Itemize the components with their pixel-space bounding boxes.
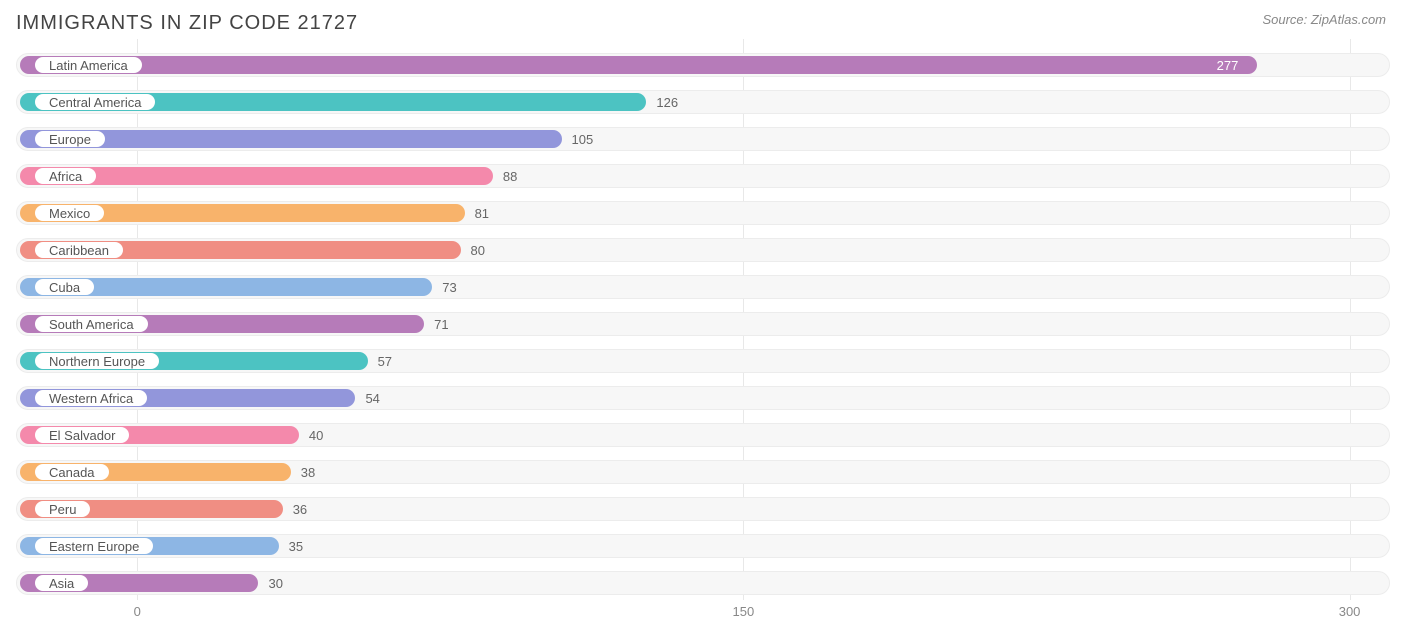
chart-title: IMMIGRANTS IN ZIP CODE 21727 (16, 12, 358, 35)
bar-value-label: 54 (365, 389, 379, 407)
bar-value-label: 35 (289, 537, 303, 555)
bar-value-label: 40 (309, 426, 323, 444)
bar-category-label: Central America (34, 93, 156, 111)
bar-row: Peru 36 (16, 491, 1390, 526)
bar-row: Europe 105 (16, 121, 1390, 156)
bar-value-label: 80 (471, 241, 485, 259)
bar-value-label: 105 (572, 130, 594, 148)
bar-value-label: 57 (378, 352, 392, 370)
bar-row: Canada 38 (16, 454, 1390, 489)
bar-row: El Salvador 40 (16, 417, 1390, 452)
bar-category-label: Northern Europe (34, 352, 160, 370)
bar-value-label: 277 (1217, 56, 1239, 74)
bar-category-label: South America (34, 315, 149, 333)
bar-category-label: Western Africa (34, 389, 148, 407)
bar-row: Northern Europe 57 (16, 343, 1390, 378)
bar-row: Latin America 277 (16, 47, 1390, 82)
bar-category-label: Asia (34, 574, 89, 592)
bar-fill (20, 56, 1257, 74)
bar-value-label: 88 (503, 167, 517, 185)
x-axis: 0 150 300 (16, 602, 1390, 626)
bar-category-label: Canada (34, 463, 110, 481)
bar-row: Mexico 81 (16, 195, 1390, 230)
bar-category-label: Mexico (34, 204, 105, 222)
bar-row: Cuba 73 (16, 269, 1390, 304)
bar-category-label: Europe (34, 130, 106, 148)
bar-row: Asia 30 (16, 565, 1390, 600)
bar-category-label: Latin America (34, 56, 143, 74)
axis-tick-label: 150 (733, 604, 755, 619)
bar-category-label: Peru (34, 500, 91, 518)
bar-category-label: Caribbean (34, 241, 124, 259)
bar-value-label: 30 (268, 574, 282, 592)
bar-value-label: 71 (434, 315, 448, 333)
bar-value-label: 126 (656, 93, 678, 111)
bar-row: Eastern Europe 35 (16, 528, 1390, 563)
bar-value-label: 73 (442, 278, 456, 296)
axis-tick-label: 300 (1339, 604, 1361, 619)
bar-row: Caribbean 80 (16, 232, 1390, 267)
bar-value-label: 81 (475, 204, 489, 222)
bar-value-label: 36 (293, 500, 307, 518)
chart-source: Source: ZipAtlas.com (1262, 12, 1386, 27)
bar-row: Africa 88 (16, 158, 1390, 193)
chart-plot-area: Latin America 277 Central America 126 Europe… (0, 39, 1406, 600)
bar-category-label: El Salvador (34, 426, 130, 444)
bar-row: Central America 126 (16, 84, 1390, 119)
bar-category-label: Cuba (34, 278, 95, 296)
axis-tick-label: 0 (134, 604, 141, 619)
bar-category-label: Africa (34, 167, 97, 185)
chart-header: IMMIGRANTS IN ZIP CODE 21727 Source: Zip… (0, 0, 1406, 39)
bar-category-label: Eastern Europe (34, 537, 154, 555)
bar-value-label: 38 (301, 463, 315, 481)
bar-row: Western Africa 54 (16, 380, 1390, 415)
bar-row: South America 71 (16, 306, 1390, 341)
